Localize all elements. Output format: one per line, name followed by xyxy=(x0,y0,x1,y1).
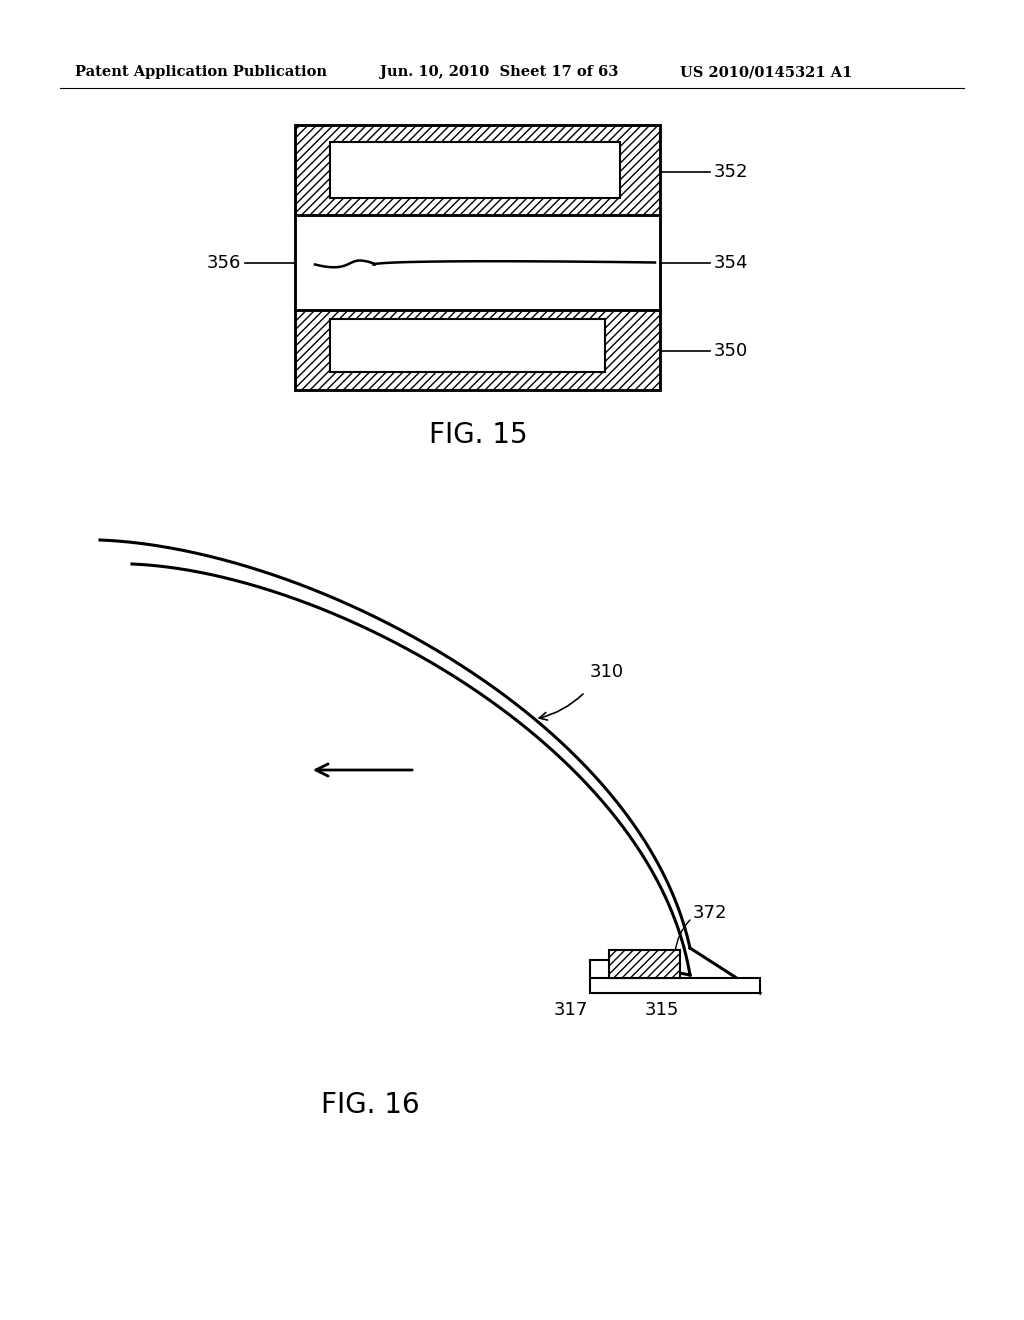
Bar xyxy=(295,310,660,389)
Bar xyxy=(590,978,760,993)
Bar xyxy=(295,215,660,310)
Text: Jun. 10, 2010  Sheet 17 of 63: Jun. 10, 2010 Sheet 17 of 63 xyxy=(380,65,618,79)
Text: 315: 315 xyxy=(645,1001,679,1019)
Text: 350: 350 xyxy=(714,342,749,360)
Text: 356: 356 xyxy=(207,253,241,272)
Text: 352: 352 xyxy=(714,162,749,181)
Text: Patent Application Publication: Patent Application Publication xyxy=(75,65,327,79)
Text: 310: 310 xyxy=(590,663,624,681)
Bar xyxy=(295,125,660,389)
Text: 372: 372 xyxy=(693,904,727,921)
Bar xyxy=(295,125,660,215)
Bar xyxy=(330,319,605,372)
Bar xyxy=(609,950,680,978)
Text: FIG. 15: FIG. 15 xyxy=(429,421,527,449)
Bar xyxy=(330,143,620,198)
Text: FIG. 16: FIG. 16 xyxy=(321,1092,419,1119)
Text: US 2010/0145321 A1: US 2010/0145321 A1 xyxy=(680,65,852,79)
Text: 317: 317 xyxy=(554,1001,588,1019)
Text: 354: 354 xyxy=(714,253,749,272)
